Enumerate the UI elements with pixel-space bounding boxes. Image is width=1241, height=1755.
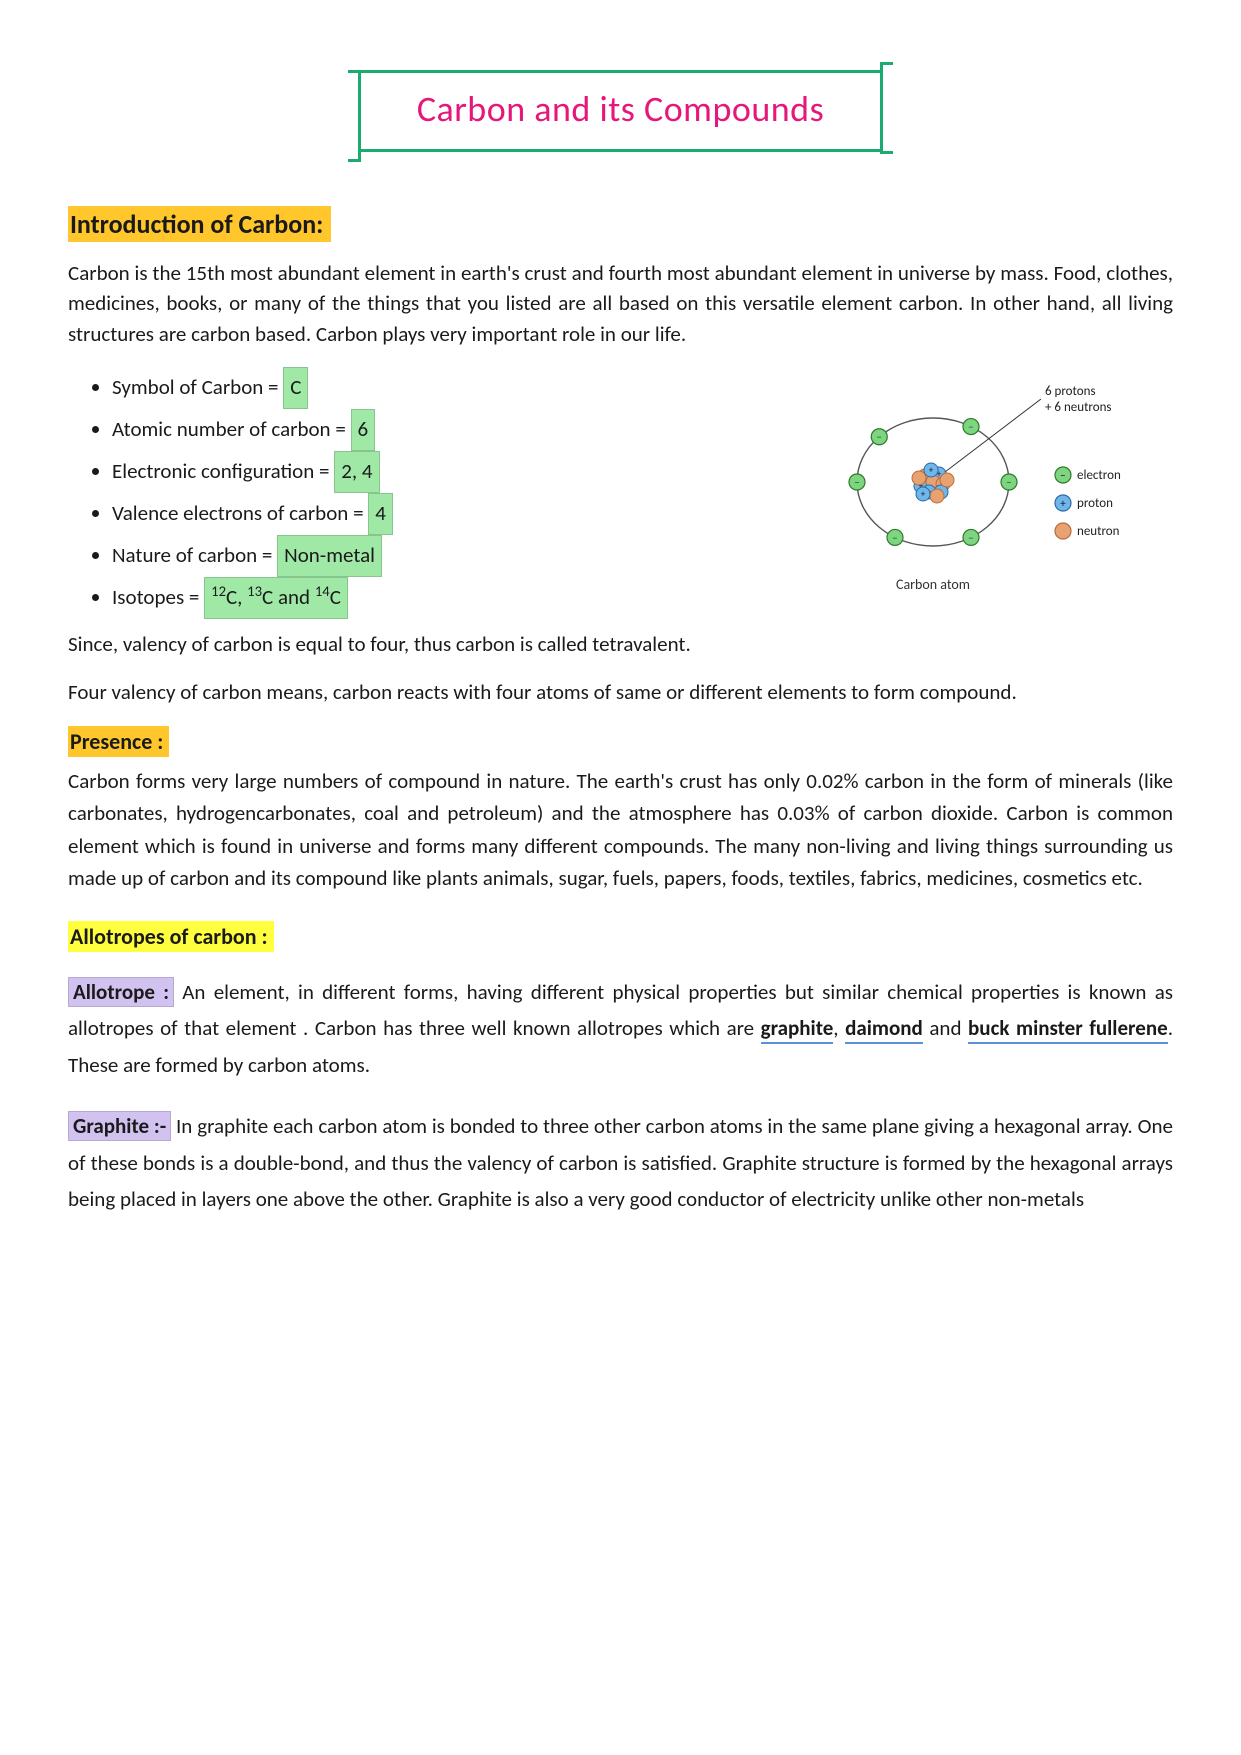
- property-item: Symbol of Carbon = C: [112, 367, 783, 409]
- svg-text:−: −: [892, 532, 897, 545]
- property-item: Atomic number of carbon = 6: [112, 409, 783, 451]
- property-item-isotopes: Isotopes = 12C, 13C and 14C: [112, 577, 783, 619]
- property-label: Symbol of Carbon =: [112, 374, 283, 400]
- property-value: 12C, 13C and 14C: [204, 577, 348, 619]
- presence-paragraph: Carbon forms very large numbers of compo…: [68, 765, 1173, 895]
- property-value: 2, 4: [334, 451, 379, 493]
- property-value: Non-metal: [277, 535, 382, 577]
- property-item: Electronic configuration = 2, 4: [112, 451, 783, 493]
- svg-text:+: +: [921, 489, 926, 500]
- svg-text:−: −: [968, 421, 973, 434]
- carbon-atom-diagram: ++++++−−−−−−6 protons+ 6 neutrons−electr…: [813, 367, 1173, 618]
- property-label: Atomic number of carbon =: [112, 416, 351, 442]
- svg-text:+: +: [929, 465, 934, 476]
- tetravalent-text: Since, valency of carbon is equal to fou…: [68, 629, 1173, 659]
- svg-text:neutron: neutron: [1077, 524, 1120, 539]
- svg-text:proton: proton: [1077, 496, 1113, 511]
- title-container: Carbon and its Compounds: [68, 70, 1173, 152]
- intro-paragraph: Carbon is the 15th most abundant element…: [68, 258, 1173, 349]
- svg-text:−: −: [877, 431, 882, 444]
- property-label: Isotopes =: [112, 584, 204, 610]
- svg-text:+: +: [1060, 497, 1066, 510]
- property-value: 4: [368, 493, 393, 535]
- graphite-label: Graphite :-: [68, 1111, 171, 1141]
- svg-text:−: −: [854, 476, 859, 489]
- fullerene-word: buck minster fullerene: [968, 1015, 1168, 1044]
- valency-explain-text: Four valency of carbon means, carbon rea…: [68, 677, 1173, 707]
- property-label: Nature of carbon =: [112, 542, 277, 568]
- allotropes-heading: Allotropes of carbon :: [68, 921, 274, 952]
- page-title: Carbon and its Compounds: [417, 87, 824, 131]
- svg-text:electron: electron: [1077, 468, 1121, 483]
- svg-text:−: −: [968, 532, 973, 545]
- graphite-text: In graphite each carbon atom is bonded t…: [68, 1113, 1173, 1213]
- property-value: 6: [351, 409, 376, 451]
- title-box: Carbon and its Compounds: [356, 70, 885, 152]
- property-label: Valence electrons of carbon =: [112, 500, 368, 526]
- diamond-word: daimond: [845, 1015, 923, 1044]
- properties-row: Symbol of Carbon = CAtomic number of car…: [68, 367, 1173, 618]
- graphite-word: graphite: [761, 1015, 834, 1044]
- graphite-paragraph: Graphite :- In graphite each carbon atom…: [68, 1108, 1173, 1218]
- property-item: Nature of carbon = Non-metal: [112, 535, 783, 577]
- intro-heading: Introduction of Carbon:: [68, 206, 331, 242]
- svg-text:+ 6 neutrons: + 6 neutrons: [1045, 400, 1112, 415]
- property-label: Electronic configuration =: [112, 458, 334, 484]
- svg-text:6 protons: 6 protons: [1045, 384, 1096, 399]
- svg-text:−: −: [1006, 476, 1011, 489]
- property-item: Valence electrons of carbon = 4: [112, 493, 783, 535]
- allotrope-paragraph: Allotrope : An element, in different for…: [68, 974, 1173, 1084]
- svg-text:−: −: [1060, 469, 1065, 482]
- properties-list: Symbol of Carbon = CAtomic number of car…: [68, 367, 783, 618]
- allotrope-label: Allotrope :: [68, 977, 174, 1007]
- presence-heading: Presence :: [68, 726, 169, 757]
- property-value: C: [283, 367, 308, 409]
- svg-text:Carbon atom: Carbon atom: [896, 576, 970, 593]
